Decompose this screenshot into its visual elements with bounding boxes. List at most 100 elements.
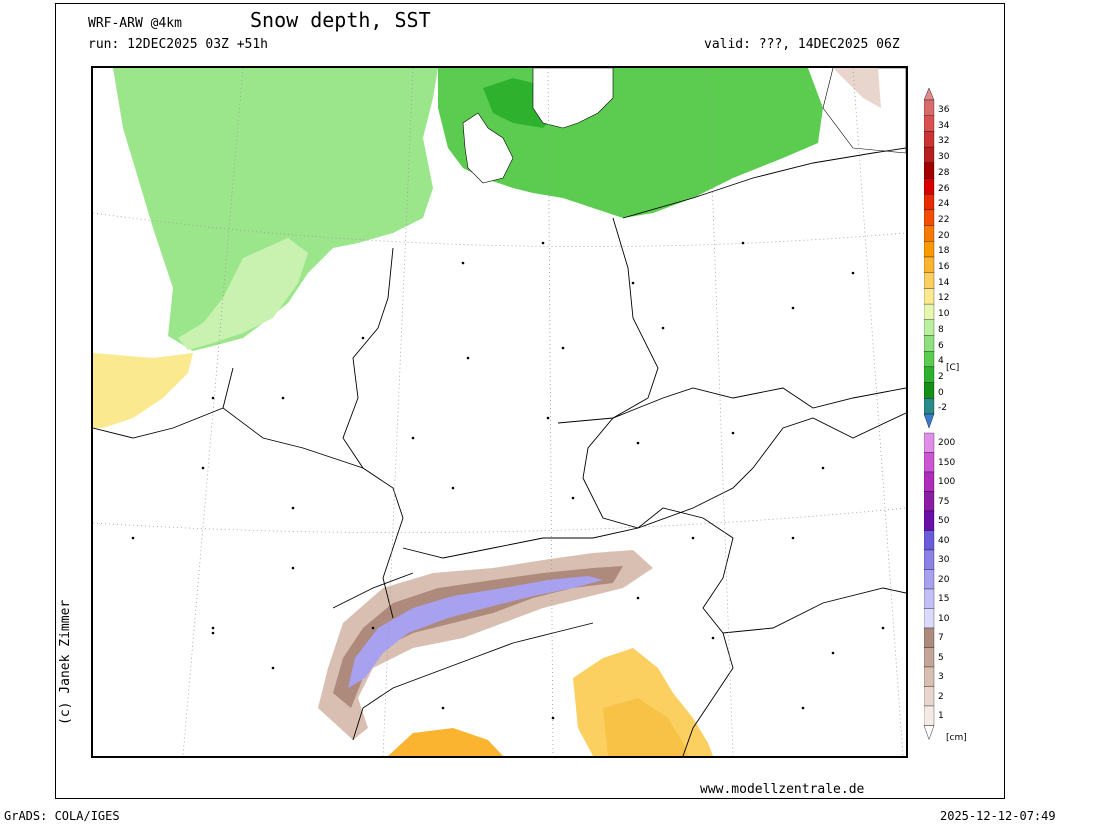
sst-swatch (923, 256, 935, 273)
sst-swatch (923, 351, 935, 368)
snow-swatch (923, 686, 935, 707)
snow-label: 2 (938, 691, 944, 702)
snow-unit: [cm] (946, 733, 967, 743)
snow-swatch (923, 432, 935, 453)
sst-swatch (923, 115, 935, 132)
sst-swatch (923, 303, 935, 320)
snow-label: 7 (938, 633, 944, 643)
chart-title: Snow depth, SST (250, 8, 431, 32)
sst-label: 28 (938, 167, 950, 178)
snow-swatch (923, 452, 935, 473)
atlantic-sst (93, 353, 193, 428)
sst-label: 6 (938, 340, 944, 351)
sst-label: 20 (938, 230, 950, 241)
snow-label: 75 (938, 496, 950, 507)
snow-label: 30 (938, 555, 950, 565)
sst-label: 32 (938, 136, 950, 147)
sst-swatch (923, 178, 935, 195)
graticule (93, 68, 906, 756)
sst-label: 22 (938, 214, 950, 225)
sst-swatch (923, 209, 935, 226)
ligurian-sst (388, 728, 503, 756)
snow-swatch (923, 510, 935, 531)
snow-label: 15 (938, 594, 950, 604)
snow-swatch (923, 647, 935, 668)
alps-snow-outer (318, 550, 653, 740)
sst-label: 30 (938, 152, 950, 163)
sst-label: 12 (938, 293, 950, 304)
snow-label: 1 (938, 711, 944, 721)
sst-swatch (923, 288, 935, 305)
alps-snow-mid (333, 566, 623, 708)
weather-map (91, 66, 908, 758)
city-markers (131, 241, 885, 720)
snow-label: 50 (938, 516, 950, 526)
sst-swatch (923, 382, 935, 399)
baltic-land (822, 68, 906, 154)
snow-top-right (833, 68, 881, 108)
snow-swatch (923, 549, 935, 570)
sst-label: 14 (938, 277, 950, 288)
snow-swatch (923, 608, 935, 629)
software-credit: GrADS: COLA/IGES (4, 809, 120, 823)
run-label: run: 12DEC2025 03Z +51h (88, 37, 269, 52)
valid-label: valid: ???, 14DEC2025 06Z (704, 37, 900, 52)
sst-bottom-arrow (923, 413, 935, 429)
sst-label: 34 (938, 120, 950, 131)
sst-label: 16 (938, 262, 950, 272)
snow-label: 100 (938, 477, 956, 487)
sst-label: 0 (938, 387, 944, 398)
snow-label: 150 (938, 457, 956, 468)
snow-swatch (923, 491, 935, 512)
alps-snow-deep (348, 576, 603, 688)
snow-label: 200 (938, 438, 956, 448)
sst-colorbar (923, 87, 935, 429)
sst-label: 10 (938, 309, 950, 320)
render-timestamp: 2025-12-12-07:49 (940, 809, 1056, 823)
sst-label: 4 (938, 356, 944, 367)
snow-swatch (923, 569, 935, 590)
sst-top-arrow (923, 87, 935, 101)
sst-swatch (923, 162, 935, 179)
snow-label: 5 (938, 652, 944, 663)
sst-label: 18 (938, 246, 950, 257)
sst-label: -2 (938, 403, 947, 414)
site-url: www.modellzentrale.de (700, 782, 865, 797)
legend-bars (923, 87, 935, 741)
sweden-land (532, 68, 614, 129)
channel-sst (178, 238, 308, 350)
sst-swatch (923, 335, 935, 352)
sst-swatch (923, 241, 935, 258)
snow-swatch (923, 471, 935, 492)
sst-swatch (923, 146, 935, 163)
snow-swatch (923, 530, 935, 551)
sst-label: 8 (938, 324, 944, 335)
snow-swatch (923, 705, 935, 726)
sst-label: 24 (938, 199, 950, 210)
snow-label: 10 (938, 613, 950, 624)
sst-unit: [C] (946, 363, 960, 373)
adriatic-warm (603, 698, 688, 756)
sst-label: 2 (938, 371, 944, 382)
author-credit: (c) Janek Zimmer (58, 599, 73, 725)
snow-colorbar (923, 432, 935, 741)
map-canvas (93, 68, 906, 756)
sst-swatch (923, 99, 935, 116)
sst-label: 36 (938, 105, 950, 115)
model-label: WRF-ARW @4km (88, 16, 182, 31)
sst-swatch (923, 131, 935, 148)
snow-label: 20 (938, 574, 950, 585)
sst-label: 26 (938, 183, 950, 194)
snow-swatch (923, 588, 935, 609)
snow-label: 40 (938, 535, 950, 546)
legend: 36 34 32 30 28 26 24 22 20 18 16 14 12 10 8 6 4 2 0 -2 200 1… (923, 87, 994, 748)
sst-swatch (923, 272, 935, 289)
sst-swatch (923, 398, 935, 415)
denmark-land (462, 112, 514, 184)
snow-swatch (923, 666, 935, 687)
snow-label: 3 (938, 672, 944, 682)
sst-swatch (923, 194, 935, 211)
sst-swatch (923, 319, 935, 336)
snow-bottom-arrow (923, 725, 935, 741)
sst-swatch (923, 366, 935, 383)
